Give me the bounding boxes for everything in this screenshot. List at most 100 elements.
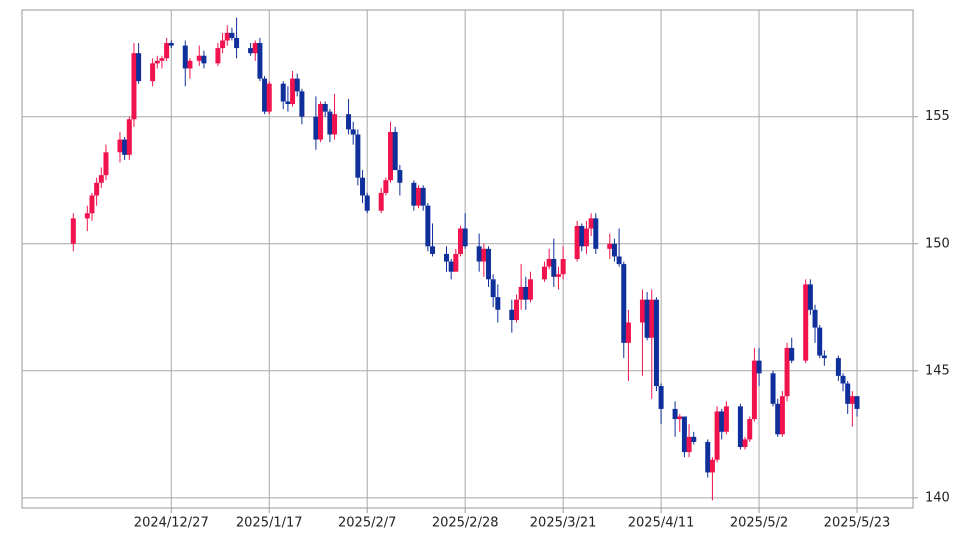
candle-body [392, 131, 398, 171]
candle-body [252, 43, 258, 54]
candle-body [840, 375, 846, 384]
candle-body [355, 134, 361, 178]
candle-body [770, 373, 776, 404]
candle-body [257, 43, 263, 79]
x-tick-label: 2025/1/17 [236, 516, 303, 531]
candle-body [70, 218, 76, 244]
candle-body [616, 256, 622, 265]
candle-body [653, 299, 659, 387]
candle-body [430, 246, 436, 254]
x-tick-label: 2024/12/27 [134, 516, 209, 531]
candle-body [639, 299, 645, 323]
candle-body [621, 264, 627, 343]
candle-body [719, 411, 725, 432]
candle-body [686, 436, 692, 453]
candle-body [360, 177, 366, 196]
candle-body [201, 55, 207, 64]
candle-body [397, 170, 403, 183]
candle-body [644, 299, 650, 338]
candle-body [509, 309, 515, 320]
candle-body [150, 63, 156, 82]
candle-body [593, 218, 599, 249]
candle-body [751, 360, 757, 420]
candle-body [346, 114, 352, 130]
y-tick-label: 155 [925, 109, 950, 124]
candle-body [803, 284, 809, 361]
candle-body [388, 131, 394, 181]
x-tick-label: 2025/2/28 [432, 516, 499, 531]
candle-body [625, 322, 631, 343]
candle-body [807, 284, 813, 310]
candle-body [546, 259, 552, 267]
candle-body [835, 358, 841, 376]
candle-body [691, 436, 697, 442]
candle-body [541, 266, 547, 280]
candle-body [420, 187, 426, 206]
candle-body [262, 78, 268, 112]
x-tick-label: 2025/3/21 [530, 516, 597, 531]
candle-body [779, 396, 785, 435]
candle-body [94, 182, 100, 196]
candle-body [290, 78, 296, 105]
candle-body [723, 406, 729, 432]
candle-body [681, 416, 687, 453]
candle-body [737, 406, 743, 448]
candle-body [742, 439, 748, 448]
candle-body [280, 83, 286, 102]
candle-body [313, 116, 319, 140]
candle-body [821, 355, 827, 359]
x-tick-label: 2025/5/23 [824, 516, 891, 531]
candle-body [849, 396, 855, 404]
candle-body [588, 218, 594, 229]
candle-body [560, 259, 566, 275]
candle-body [677, 416, 683, 420]
candle-body [364, 195, 370, 211]
candle-body [784, 347, 790, 397]
candle-body [266, 83, 272, 112]
candle-body [294, 78, 300, 92]
candle-body [299, 91, 305, 117]
candle-body [89, 195, 95, 214]
candle-body [136, 53, 142, 82]
candle-body [168, 43, 174, 46]
candle-body [332, 114, 338, 135]
candle-body [714, 411, 720, 460]
candle-body [448, 261, 454, 272]
candle-body [285, 101, 291, 105]
candle-body [378, 192, 384, 211]
candle-body [322, 104, 328, 112]
candle-body [775, 403, 781, 435]
y-tick-label: 150 [925, 236, 950, 251]
candle-body [122, 139, 128, 155]
candle-body [98, 175, 104, 183]
x-tick-label: 2025/4/11 [628, 516, 695, 531]
candle-body [551, 259, 557, 277]
x-tick-label: 2025/5/2 [730, 516, 788, 531]
candle-body [327, 111, 333, 135]
candle-body [458, 228, 464, 254]
candle-body [747, 419, 753, 440]
candle-body [229, 32, 235, 38]
candle-body [196, 55, 202, 61]
candle-body [649, 299, 655, 338]
candle-body [117, 139, 123, 153]
candle-body [705, 441, 711, 473]
candle-body [579, 225, 585, 247]
candle-body [481, 248, 487, 262]
candle-body [672, 408, 678, 420]
candle-body [103, 152, 109, 176]
candle-body [224, 32, 230, 41]
candle-body [215, 48, 221, 64]
candle-body [789, 347, 795, 361]
candle-body [234, 37, 240, 49]
x-tick-label: 2025/2/7 [338, 516, 396, 531]
candle-body [817, 327, 823, 356]
candle-body [220, 40, 226, 49]
candle-body [444, 253, 450, 262]
y-tick-label: 140 [925, 490, 950, 505]
candle-body [756, 360, 762, 374]
candle-body [425, 205, 431, 247]
candle-body [248, 48, 254, 54]
candle-body [187, 60, 193, 69]
